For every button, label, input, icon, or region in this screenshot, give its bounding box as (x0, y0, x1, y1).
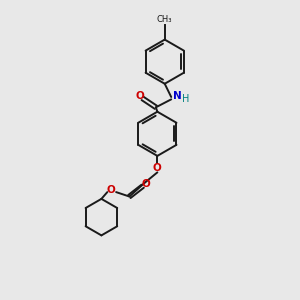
Text: O: O (142, 179, 151, 189)
Text: CH₃: CH₃ (157, 15, 172, 24)
Text: O: O (135, 91, 144, 100)
Text: H: H (182, 94, 189, 104)
Text: O: O (106, 185, 115, 195)
Text: O: O (153, 163, 162, 173)
Text: N: N (173, 91, 182, 101)
